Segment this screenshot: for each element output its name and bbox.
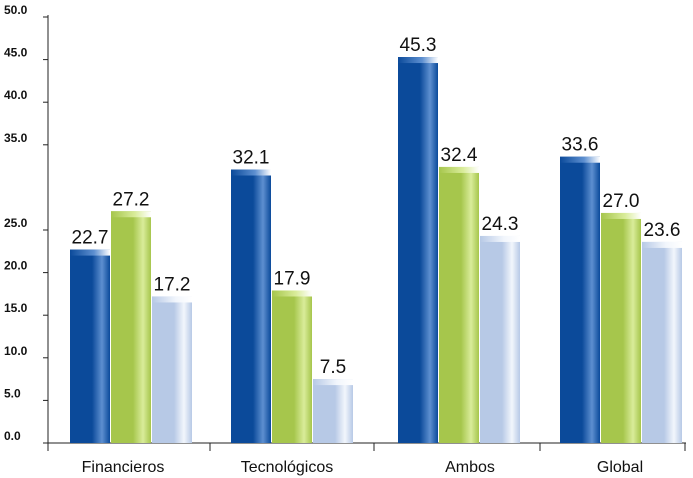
bar — [601, 212, 641, 443]
bar — [398, 57, 438, 443]
y-tick-label: 0.0 — [4, 429, 21, 443]
y-tick-label: 5.0 — [4, 386, 21, 400]
value-label: 33.6 — [562, 135, 599, 156]
bar-top-bevel — [70, 249, 110, 256]
y-axis: 0.0 5.0 10.0 15.0 20.0 25.0 35.0 40.0 45.0 50.0 — [4, 3, 49, 444]
bar-top-bevel — [152, 296, 192, 303]
value-label: 23.6 — [644, 220, 681, 241]
bar-top-bevel — [231, 169, 271, 176]
bar — [272, 290, 312, 443]
value-label: 17.9 — [274, 268, 311, 289]
value-label: 7.5 — [320, 357, 346, 378]
bars — [70, 57, 682, 443]
y-tick-label: 45.0 — [4, 46, 28, 60]
y-tick-label: 20.0 — [4, 259, 28, 273]
bar — [111, 211, 151, 443]
x-category-label: Global — [597, 459, 643, 476]
x-category-label: Tecnológicos — [241, 459, 334, 476]
bar-top-bevel — [439, 166, 479, 173]
y-tick-label: 25.0 — [4, 216, 28, 230]
bar — [560, 156, 600, 443]
value-label: 32.4 — [441, 145, 478, 166]
bar-top-bevel — [601, 212, 641, 219]
value-label: 27.2 — [113, 189, 150, 210]
value-label: 17.2 — [154, 274, 191, 295]
y-tick-label: 40.0 — [4, 88, 28, 102]
y-tick-label: 15.0 — [4, 301, 28, 315]
value-label: 24.3 — [482, 214, 519, 235]
bar — [642, 241, 682, 443]
value-label: 22.7 — [72, 228, 109, 249]
x-category-label: Ambos — [445, 459, 495, 476]
x-category-label: Financieros — [82, 459, 165, 476]
y-tick-label: 35.0 — [4, 131, 28, 145]
bar-top-bevel — [272, 290, 312, 297]
y-tick-label: 50.0 — [4, 3, 28, 17]
bar — [70, 249, 110, 443]
bar — [313, 379, 353, 443]
bar — [439, 166, 479, 443]
x-axis: Financieros Tecnológicos Ambos Global — [47, 442, 686, 476]
bar-top-bevel — [642, 241, 682, 248]
bar — [480, 235, 520, 443]
value-label: 32.1 — [233, 148, 270, 169]
bar — [231, 169, 271, 443]
bar-top-bevel — [480, 235, 520, 242]
value-label: 27.0 — [603, 191, 640, 212]
bar-top-bevel — [313, 379, 353, 386]
bar-top-bevel — [398, 57, 438, 64]
bar-top-bevel — [111, 211, 151, 218]
value-labels: 22.727.2 17.2 32.1 17.9 7.5 45.3 32.4 24.3 33.6 2… — [72, 35, 681, 378]
value-label: 45.3 — [400, 35, 437, 56]
y-tick-label: 10.0 — [4, 344, 28, 358]
bar-top-bevel — [560, 156, 600, 163]
bar — [152, 296, 192, 443]
